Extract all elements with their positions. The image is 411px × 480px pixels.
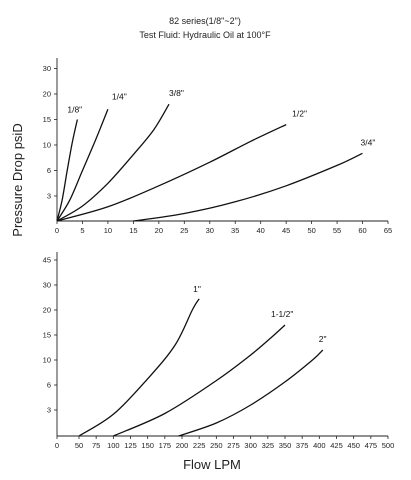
x-tick-label: 475	[365, 441, 378, 450]
top-panel: 3 6 10 15 20 30 0 5 10 15 20 25 30 35 40 45 50 55 60 65 1/8"…	[43, 58, 392, 235]
series-label: 3/4"	[361, 137, 376, 147]
x-tick-label: 275	[227, 441, 240, 450]
chart-subtitle: Test Fluid: Hydraulic Oil at 100°F	[139, 30, 271, 40]
x-tick-label: 75	[92, 441, 100, 450]
series-line	[56, 103, 170, 222]
series-line	[56, 124, 287, 222]
x-tick-label: 375	[296, 441, 309, 450]
x-tick-label: 225	[193, 441, 206, 450]
y-tick-label: 20	[43, 90, 51, 99]
series-line	[56, 119, 79, 222]
x-tick-label: 60	[358, 226, 366, 235]
chart-title: 82 series(1/8"~2")	[169, 16, 241, 26]
x-tick-label: 425	[330, 441, 343, 450]
x-tick-label: 30	[206, 226, 214, 235]
series-label: 1/2"	[292, 109, 307, 119]
x-tick-label: 50	[307, 226, 315, 235]
series-label: 2"	[319, 334, 327, 344]
series-line	[78, 298, 200, 437]
series-label: 1"	[193, 284, 201, 294]
series-label: 1-1/2"	[271, 309, 293, 319]
x-tick-label: 5	[80, 226, 84, 235]
x-tick-label: 150	[141, 441, 154, 450]
x-tick-label: 300	[244, 441, 257, 450]
x-tick-label: 200	[176, 441, 189, 450]
x-tick-label: 100	[107, 441, 120, 450]
x-tick-label: 125	[124, 441, 137, 450]
x-tick-label: 250	[210, 441, 223, 450]
x-tick-label: 0	[55, 441, 59, 450]
x-tick-label: 400	[313, 441, 326, 450]
x-tick-label: 40	[257, 226, 265, 235]
x-tick-label: 450	[347, 441, 360, 450]
x-tick-label: 50	[75, 441, 83, 450]
series-label: 1/8"	[67, 105, 82, 115]
y-tick-label: 10	[43, 141, 51, 150]
y-tick-label: 30	[43, 64, 51, 73]
x-tick-label: 35	[231, 226, 239, 235]
x-tick-label: 55	[333, 226, 341, 235]
y-tick-label: 45	[43, 256, 51, 265]
x-axis-title: Flow LPM	[183, 457, 241, 472]
y-tick-label: 10	[43, 356, 51, 365]
x-tick-label: 65	[384, 226, 392, 235]
x-tick-label: 25	[180, 226, 188, 235]
y-tick-label: 6	[47, 166, 51, 175]
series-label: 1/4"	[112, 91, 127, 101]
x-tick-label: 10	[104, 226, 112, 235]
series-label: 3/8"	[169, 88, 184, 98]
x-tick-label: 350	[279, 441, 292, 450]
y-tick-label: 3	[47, 192, 51, 201]
series-line	[178, 349, 324, 437]
series-line	[133, 152, 363, 222]
y-tick-label: 15	[43, 115, 51, 124]
x-tick-label: 0	[55, 226, 59, 235]
x-tick-label: 45	[282, 226, 290, 235]
series-line	[56, 109, 109, 222]
y-tick-label: 6	[47, 381, 51, 390]
x-tick-label: 500	[382, 441, 395, 450]
y-tick-label: 15	[43, 331, 51, 340]
y-tick-label: 20	[43, 306, 51, 315]
x-tick-label: 20	[155, 226, 163, 235]
x-tick-label: 175	[159, 441, 172, 450]
y-tick-label: 30	[43, 281, 51, 290]
x-tick-label: 15	[129, 226, 137, 235]
y-tick-label: 3	[47, 406, 51, 415]
x-tick-label: 325	[262, 441, 275, 450]
series-line	[113, 324, 286, 437]
y-axis-title: Pressure Drop psiD	[10, 123, 25, 236]
